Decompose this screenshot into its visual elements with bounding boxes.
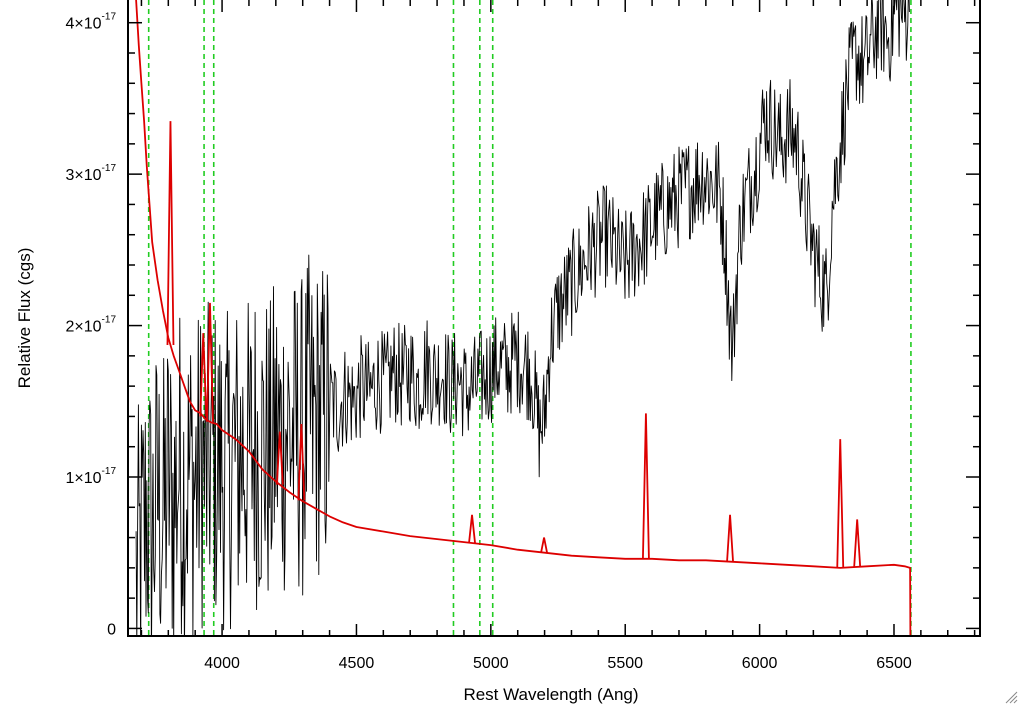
x-tick-label-2: 5000 (473, 655, 509, 672)
emission-spikes (166, 121, 862, 568)
y-tick-label-4: 4×10-17 (66, 12, 117, 33)
x-tick-label-5: 6500 (876, 655, 912, 672)
x-tick-label-1: 4500 (339, 655, 375, 672)
y-axis-title: Relative Flux (cgs) (15, 248, 34, 389)
y-tick-label-3: 3×10-17 (66, 163, 117, 184)
x-axis-title: Rest Wavelength (Ang) (463, 685, 638, 704)
x-tick-label-0: 4000 (204, 655, 240, 672)
y-tick-label-1: 1×10-17 (66, 466, 117, 487)
resize-grip-icon[interactable] (1004, 690, 1018, 704)
x-tick-label-4: 6000 (742, 655, 778, 672)
emission-spike-3 (275, 431, 284, 485)
tick-marks (128, 0, 980, 636)
reference-lines (147, 0, 912, 636)
x-tick-label-3: 5500 (607, 655, 643, 672)
y-tick-label-0: 0 (107, 621, 116, 638)
emission-spike-5 (468, 514, 476, 544)
emission-spike-6 (540, 537, 548, 553)
axes (127, 0, 981, 637)
emission-spike-0 (166, 121, 175, 345)
emission-spike-9 (836, 439, 845, 568)
emission-spike-10 (853, 519, 862, 567)
emission-spike-4 (297, 423, 306, 501)
plot-frame (127, 0, 981, 637)
emission-spike-7 (642, 413, 650, 559)
series-line-0 (135, 0, 910, 636)
emission-spike-2 (206, 302, 214, 422)
emission-spike-8 (726, 514, 734, 562)
emission-spike-1 (199, 333, 208, 417)
y-tick-label-2: 2×10-17 (66, 315, 117, 336)
tick-labels: 4000 4500 5000 5500 6000 6500 0 1×10-17 2×10-17 3… (66, 12, 912, 672)
